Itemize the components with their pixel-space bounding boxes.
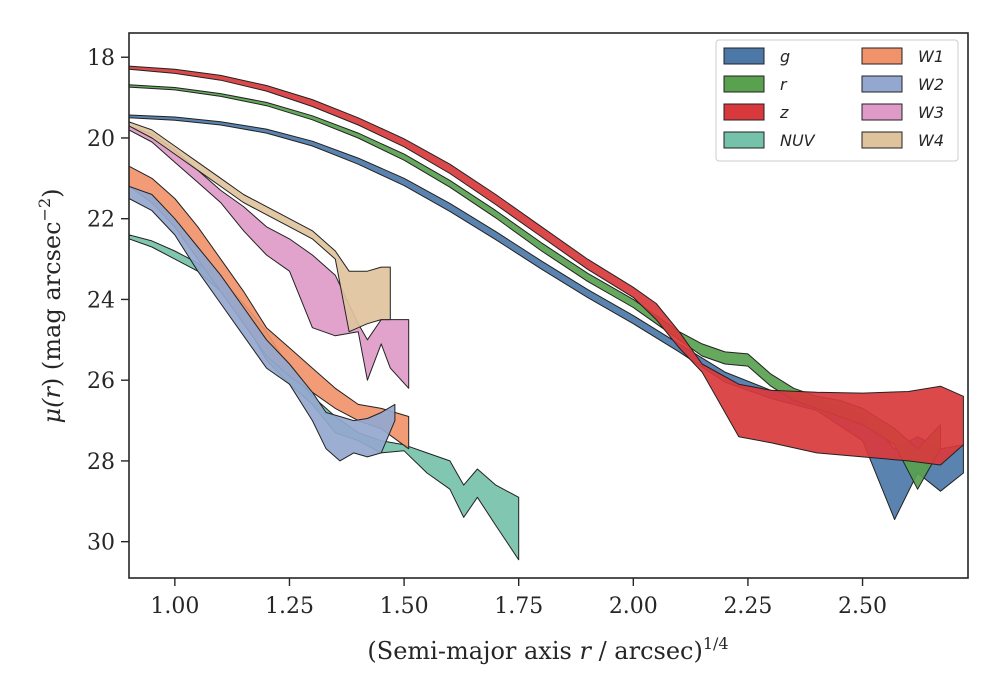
x-tick-label: 2.25 (723, 594, 772, 619)
x-axis-label: (Semi-major axis r / arcsec)1/4 (367, 634, 728, 665)
y-tick-label: 24 (87, 288, 115, 313)
y-tick-label: 20 (87, 127, 115, 152)
legend-swatch-w2 (861, 75, 903, 93)
legend-label-r: r (780, 75, 788, 94)
plot-frame (128, 32, 969, 579)
legend: grz NUV W1 W2 W3 W4 (715, 39, 959, 162)
band-w2 (129, 185, 396, 462)
legend-label-w4: W4 (918, 131, 944, 150)
legend-swatch-g (723, 47, 765, 65)
y-axis: 18 20 22 24 26 28 30 (87, 46, 129, 556)
x-tick-label: 1.50 (380, 594, 429, 619)
legend-label-w1: W1 (918, 47, 944, 66)
legend-label-z: z (779, 103, 789, 122)
y-tick-label: 30 (87, 531, 115, 556)
legend-swatch-r (723, 75, 765, 93)
legend-label-w3: W3 (918, 103, 944, 122)
legend-swatch-z (723, 103, 765, 121)
band-g (129, 114, 964, 520)
x-tick-label: 1.75 (494, 594, 543, 619)
x-axis: 1.00 1.25 1.50 1.75 2.00 2.25 2.50 (150, 578, 887, 619)
legend-label-g: g (780, 47, 790, 66)
y-tick-label: 28 (87, 450, 115, 475)
y-tick-label: 22 (87, 208, 115, 233)
legend-swatch-w1 (861, 47, 903, 65)
legend-swatch-w3 (861, 103, 903, 121)
legend-label-nuv: NUV (780, 131, 816, 150)
profile-bands (129, 65, 964, 561)
x-tick-label: 1.00 (150, 594, 199, 619)
legend-box (715, 39, 959, 162)
y-tick-label: 18 (87, 46, 115, 71)
legend-label-w2: W2 (918, 75, 944, 94)
y-tick-label: 26 (87, 369, 115, 394)
band-w4 (129, 121, 391, 333)
x-tick-label: 2.50 (838, 594, 887, 619)
band-w3 (129, 125, 410, 389)
x-tick-label: 1.25 (265, 594, 314, 619)
y-axis-label: μ(r) (mag arcsec−2) (35, 188, 66, 423)
x-tick-label: 2.00 (609, 594, 658, 619)
legend-swatch-nuv (723, 131, 765, 149)
band-z (129, 65, 964, 466)
legend-swatch-w4 (861, 131, 903, 149)
